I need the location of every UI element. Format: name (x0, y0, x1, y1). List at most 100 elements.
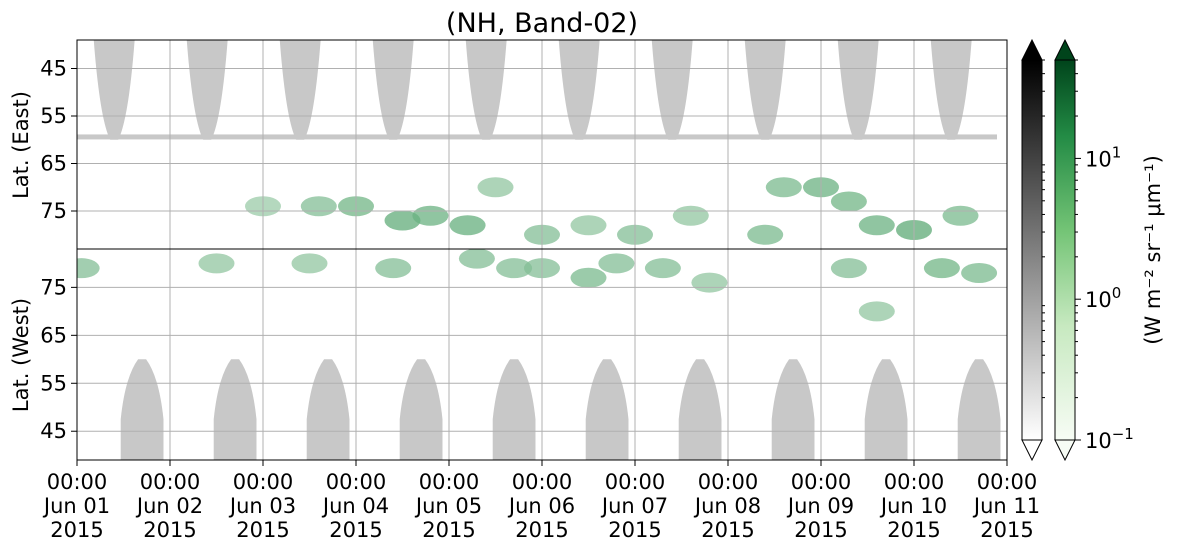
y-tick-label: 75 (40, 199, 67, 223)
y-axis-label-west: Lat. (West) (9, 298, 33, 412)
y-tick-label: 55 (40, 371, 67, 395)
x-tick-label: 00:00 (512, 470, 573, 494)
nodata-wedge-west (771, 359, 815, 460)
nodata-wedge-west (585, 359, 629, 460)
radiance-blob (198, 253, 235, 274)
nodata-wedge-west (957, 359, 1001, 460)
x-tick-label: 00:00 (233, 470, 294, 494)
nodata-wedge-west (213, 359, 257, 460)
radiance-blob (384, 210, 421, 231)
x-tick-label: 2015 (887, 518, 940, 542)
nodata-wedge-east (558, 40, 600, 140)
y-tick-label: 45 (40, 419, 67, 443)
nodata-wedge-east (837, 40, 879, 140)
grid-lines (77, 40, 1007, 460)
radiance-blob (923, 258, 960, 279)
nodata-wedge-east (186, 40, 228, 140)
nodata-band-east (77, 134, 997, 140)
radiance-blob (449, 215, 486, 236)
y-tick-label: 55 (40, 104, 67, 128)
green-colorbar (1054, 38, 1076, 462)
radiance-blob (691, 272, 728, 293)
radiance-blob (458, 249, 495, 269)
radiance-blob (765, 177, 802, 198)
radiance-blob (961, 262, 998, 283)
nodata-wedge-west (399, 359, 443, 460)
radiance-blob (477, 177, 514, 198)
x-tick-label: Jun 04 (321, 494, 389, 518)
nodata-wedge-east (744, 40, 786, 140)
nodata-wedge-east (465, 40, 507, 140)
x-tick-label: 2015 (143, 518, 196, 542)
nodata-wedge-west (678, 359, 722, 460)
x-tick-label: 2015 (329, 518, 382, 542)
x-tick-label: Jun 03 (228, 494, 296, 518)
x-tick-label: 00:00 (47, 470, 108, 494)
x-tick-label: 00:00 (605, 470, 666, 494)
radiance-blob (412, 205, 449, 226)
gray-colorbar (1021, 38, 1043, 462)
radiance-blob (747, 224, 784, 245)
colorbar-tick-label: 101 (1085, 143, 1121, 171)
colorbar-tick-label: 10−1 (1085, 425, 1134, 453)
x-tick-label: 2015 (608, 518, 661, 542)
green-colorbar-min-arrow (1054, 439, 1076, 462)
x-tick-label: 2015 (980, 518, 1033, 542)
y-tick-label: 65 (40, 323, 67, 347)
nodata-wedge-west (306, 359, 350, 460)
x-tick-label: 2015 (236, 518, 289, 542)
x-tick-label: Jun 02 (135, 494, 203, 518)
x-tick-label: 00:00 (419, 470, 480, 494)
x-tick-label: Jun 11 (972, 494, 1040, 518)
nodata-layer (77, 40, 1001, 460)
y-tick-label: 45 (40, 57, 67, 81)
x-tick-label: 00:00 (326, 470, 387, 494)
y-ticks: 45 55 65 75 75 65 55 45 (40, 57, 77, 443)
x-tick-label: Jun 08 (693, 494, 761, 518)
colorbar-ticks: 101 100 10−1 (1042, 59, 1134, 453)
radiance-blob (77, 258, 100, 279)
x-tick-label: 00:00 (140, 470, 201, 494)
radiance-blob (300, 196, 337, 217)
x-tick-label: 2015 (701, 518, 754, 542)
colorbar-tick-label: 100 (1085, 284, 1121, 312)
x-tick-label: Jun 06 (507, 494, 575, 518)
x-tick-label: 00:00 (977, 470, 1038, 494)
nodata-wedge-east (651, 40, 693, 140)
x-tick-label: 2015 (50, 518, 103, 542)
nodata-wedge-west (120, 359, 164, 460)
chart-title: (NH, Band-02) (446, 8, 638, 39)
x-tick-label: Jun 05 (414, 494, 482, 518)
radiance-blob (830, 258, 867, 279)
radiance-blob (570, 267, 607, 288)
radiance-blob (598, 253, 635, 274)
green-colorbar-max-arrow (1054, 38, 1076, 61)
x-tick-label: 2015 (515, 518, 568, 542)
radiance-blobs (77, 177, 998, 322)
radiance-blob (858, 215, 895, 236)
green-colorbar-fill (1054, 59, 1076, 441)
nodata-wedge-east (279, 40, 321, 140)
x-tick-label: 2015 (794, 518, 847, 542)
nodata-wedge-east (930, 40, 972, 140)
y-tick-label: 65 (40, 152, 67, 176)
nodata-wedge-west (492, 359, 536, 460)
radiance-blob (942, 205, 979, 226)
gray-colorbar-max-arrow (1021, 38, 1043, 61)
nodata-wedge-east (93, 40, 135, 140)
radiance-blob (496, 258, 533, 279)
x-tick-label: Jun 09 (786, 494, 854, 518)
radiance-blob (375, 258, 412, 279)
gray-colorbar-fill (1021, 59, 1043, 441)
nodata-wedge-west (864, 359, 908, 460)
radiance-blob (291, 253, 328, 274)
x-tick-label: Jun 01 (42, 494, 110, 518)
radiance-blob (858, 301, 895, 322)
y-tick-label: 75 (40, 275, 67, 299)
x-tick-label: 00:00 (884, 470, 945, 494)
x-tick-label: 00:00 (791, 470, 852, 494)
radiance-blob (672, 205, 709, 226)
y-axis-label-east: Lat. (East) (9, 91, 33, 199)
x-tick-label: Jun 07 (600, 494, 668, 518)
